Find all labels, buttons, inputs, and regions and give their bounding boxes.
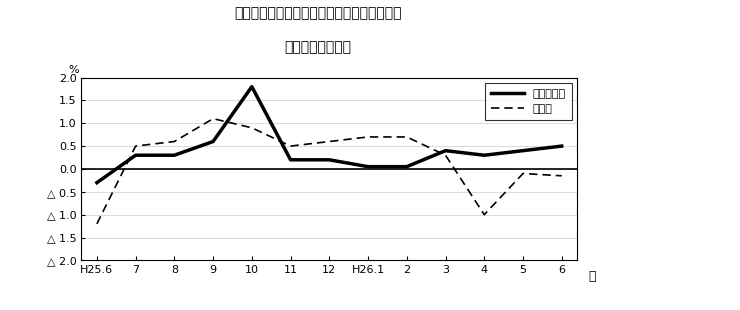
Text: 第３図　常用雇用指数　対前年同月比の推移: 第３図 常用雇用指数 対前年同月比の推移 [235,6,402,20]
Text: （規樯５人以上）: （規樯５人以上） [285,40,352,54]
Text: %: % [68,65,79,75]
Legend: 調査産業計, 製造業: 調査産業計, 製造業 [485,83,571,120]
Text: 月: 月 [588,270,596,283]
